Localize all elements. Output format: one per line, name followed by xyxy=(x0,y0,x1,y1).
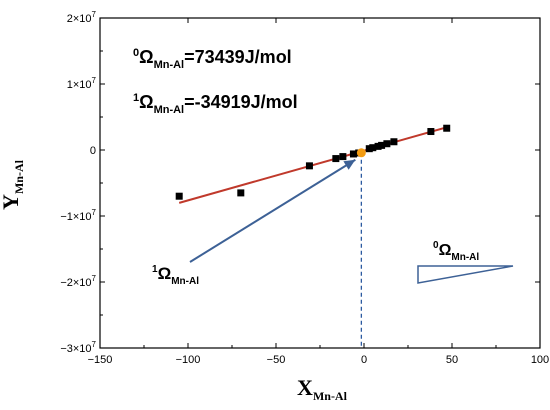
y-tick-label: −2×107 xyxy=(60,274,96,289)
y-tick-label: 2×107 xyxy=(67,10,97,25)
data-point xyxy=(349,150,357,158)
x-tick-label: 100 xyxy=(531,354,549,366)
fit-line xyxy=(178,126,447,204)
triangle_label-label: 0ΩMn-Al xyxy=(433,240,479,263)
data-point xyxy=(443,124,451,132)
x-tick-label: 0 xyxy=(361,354,367,366)
arrow_label-label: 1ΩMn-Al xyxy=(152,264,199,287)
data-point xyxy=(374,142,382,150)
data-point xyxy=(378,141,386,149)
data-point xyxy=(332,155,340,163)
data-point xyxy=(365,145,373,153)
data-point xyxy=(369,144,377,152)
omega1-label: 1ΩMn-Al=-34919J/mol xyxy=(133,92,298,116)
y-tick-label: −3×107 xyxy=(60,340,96,355)
slope-triangle xyxy=(417,265,514,284)
arrow-head xyxy=(343,159,356,170)
y-tick-label: 1×107 xyxy=(67,76,97,91)
x-tick-label: −150 xyxy=(88,354,113,366)
data-point xyxy=(427,128,435,136)
x-axis-title: XMn-Al xyxy=(297,375,348,403)
intercept-point xyxy=(356,148,366,158)
arrow-shaft xyxy=(189,158,356,263)
omega0-label: 0ΩMn-Al=73439J/mol xyxy=(133,47,292,71)
data-point xyxy=(383,140,391,148)
y-axis-title: YMn-Al xyxy=(0,159,26,210)
y-tick-label: −1×107 xyxy=(60,208,96,223)
data-point xyxy=(339,153,347,161)
x-tick-label: −100 xyxy=(176,354,201,366)
x-tick-label: −50 xyxy=(267,354,286,366)
x-tick-label: 50 xyxy=(446,354,458,366)
y-tick-label: 0 xyxy=(90,145,96,157)
data-point xyxy=(390,138,398,146)
data-point xyxy=(237,189,245,197)
data-point xyxy=(305,162,313,170)
data-point xyxy=(175,192,183,200)
